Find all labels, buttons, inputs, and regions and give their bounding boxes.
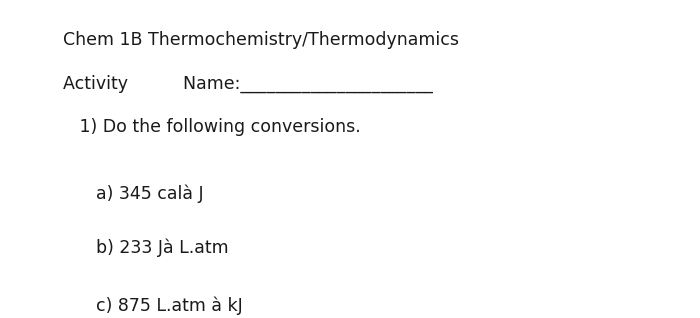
Text: b) 233 Jà L.atm: b) 233 Jà L.atm [63, 239, 229, 257]
Text: Chem 1B Thermochemistry/Thermodynamics: Chem 1B Thermochemistry/Thermodynamics [63, 31, 459, 49]
Text: a) 345 calà J: a) 345 calà J [63, 185, 204, 203]
Text: 1) Do the following conversions.: 1) Do the following conversions. [63, 118, 361, 136]
Text: Activity          Name:______________________: Activity Name:______________________ [63, 75, 433, 93]
Text: c) 875 L.atm à kJ: c) 875 L.atm à kJ [63, 296, 243, 315]
